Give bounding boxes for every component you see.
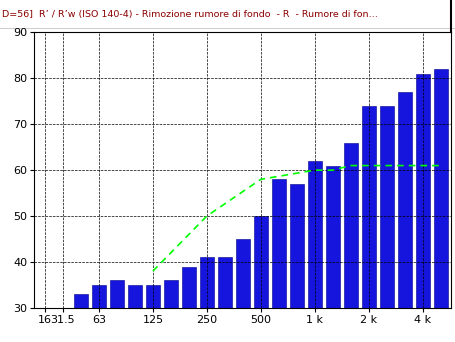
Bar	[92, 285, 106, 308]
Bar	[433, 69, 447, 308]
Bar	[182, 266, 196, 308]
Bar	[74, 294, 88, 308]
Text: D=56]  R’ / R’w (ISO 140-4) - Rimozione rumore di fondo  - R  - Rumore di fon…: D=56] R’ / R’w (ISO 140-4) - Rimozione r…	[2, 10, 378, 19]
Bar	[343, 143, 357, 308]
Bar	[361, 106, 375, 308]
Bar	[217, 257, 231, 308]
Bar	[199, 257, 213, 308]
Bar	[415, 74, 429, 308]
Bar	[289, 184, 303, 308]
Bar	[307, 161, 321, 308]
Bar	[397, 92, 411, 308]
Bar	[146, 285, 160, 308]
Bar	[163, 280, 177, 308]
Bar	[325, 166, 339, 308]
Bar	[379, 106, 393, 308]
Bar	[127, 285, 142, 308]
Bar	[271, 179, 285, 308]
Bar	[110, 280, 124, 308]
Bar	[235, 239, 249, 308]
Bar	[253, 216, 267, 308]
